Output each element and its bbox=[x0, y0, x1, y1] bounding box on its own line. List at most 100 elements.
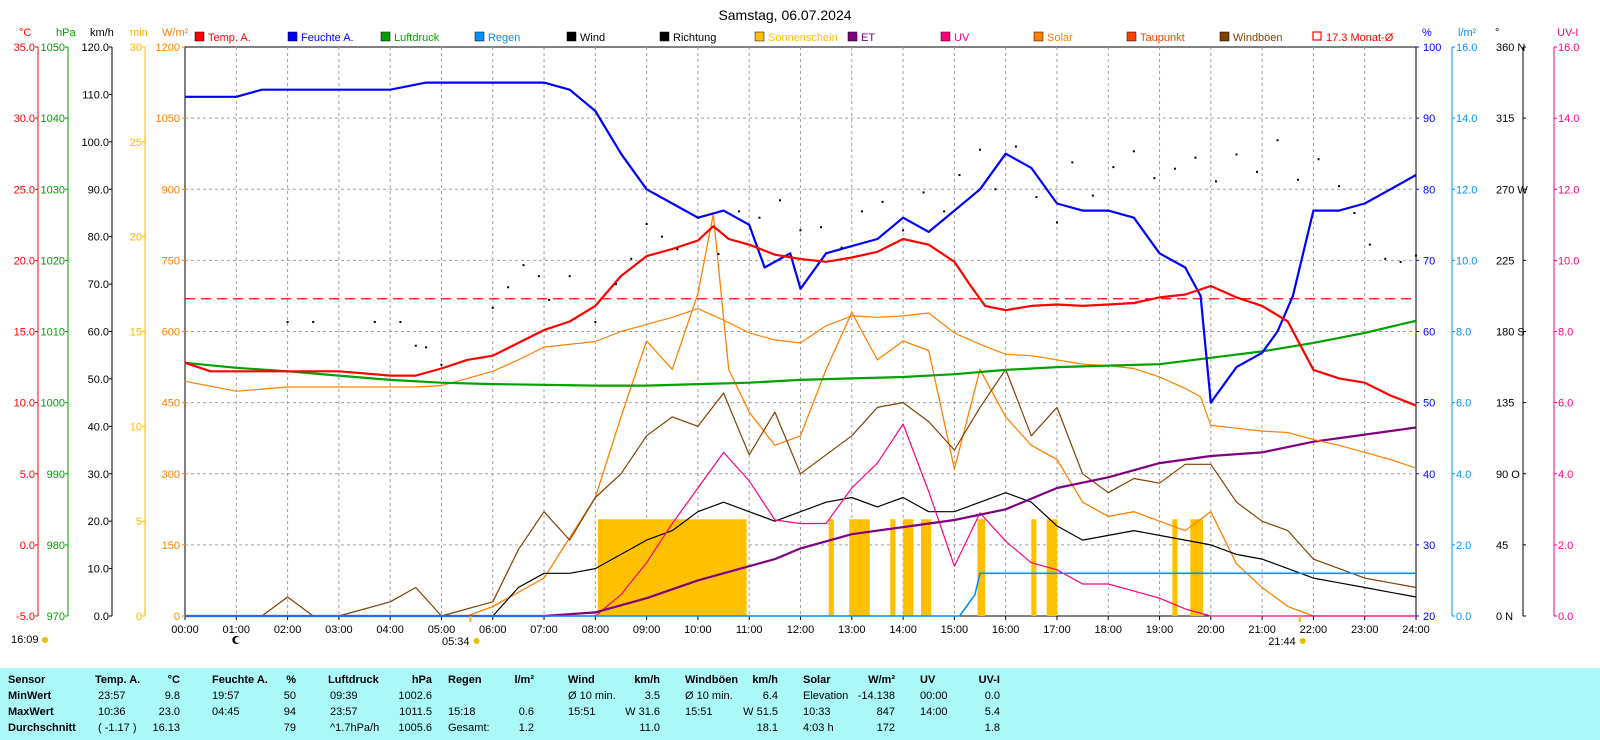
table-cell-value: 9.8 bbox=[164, 690, 180, 702]
axis-tick-label: 45 bbox=[1496, 540, 1508, 552]
table-header-unit: UV-I bbox=[978, 674, 1000, 686]
table-cell-time: Gesamt: bbox=[448, 722, 490, 734]
axis-tick-label: 315 bbox=[1496, 113, 1514, 125]
x-tick-label: 02:00 bbox=[274, 624, 302, 636]
direction-dot bbox=[1173, 167, 1176, 170]
table-cell-time: Ø 10 min. bbox=[568, 690, 616, 702]
sunrise-label: 05:34 bbox=[442, 636, 470, 648]
axis-tick-label: 12.0 bbox=[1558, 184, 1579, 196]
axis-tick-label: 120.0 bbox=[81, 42, 109, 54]
table-header-unit: km/h bbox=[752, 674, 778, 686]
corner-time: 16:09 bbox=[11, 634, 39, 646]
sunshine-bar bbox=[1046, 519, 1057, 616]
axis-tick-label: 5.0 bbox=[20, 469, 35, 481]
legend-swatch bbox=[659, 31, 670, 42]
axis-tick-label: 8.0 bbox=[1558, 327, 1573, 339]
direction-dot bbox=[1153, 177, 1156, 180]
direction-dot bbox=[922, 191, 925, 194]
axis-temp: °C 35.0 30.0 25.0 20.0 15.0 10.0 5.0 0.0 -5.0 bbox=[14, 27, 39, 623]
direction-dot bbox=[1297, 178, 1300, 181]
axis-tick-label: 1200 bbox=[156, 42, 180, 54]
legend-label: Windböen bbox=[1233, 32, 1283, 44]
axis-tick-label: 30.0 bbox=[14, 113, 35, 125]
weather-chart: Samstag, 06.07.2024 Temp. A. Feuchte A. Luf… bbox=[11, 7, 1579, 648]
x-tick-label: 09:00 bbox=[633, 624, 661, 636]
table-cell-time: 09:39 bbox=[330, 690, 358, 702]
legend-item: Sonnenschein bbox=[754, 31, 838, 44]
direction-dot bbox=[1014, 145, 1017, 148]
direction-dot bbox=[661, 235, 664, 238]
table-cell-value: 0.0 bbox=[984, 690, 1000, 702]
direction-dots bbox=[286, 139, 1417, 366]
series-windb-en bbox=[185, 368, 1417, 617]
axis-tick-label: 4.0 bbox=[1456, 469, 1471, 481]
legend-label: 17.3 Monat-Ø bbox=[1326, 32, 1394, 44]
direction-dot bbox=[645, 223, 648, 226]
sunshine-bar bbox=[977, 519, 986, 616]
x-tick-label: 06:00 bbox=[479, 624, 507, 636]
axis-tick-label: 90 bbox=[1423, 113, 1435, 125]
series-feuchte-a- bbox=[185, 81, 1417, 404]
table-cell-time: 14:00 bbox=[920, 706, 948, 718]
axis-tick-label: 150 bbox=[162, 540, 180, 552]
x-tick-label: 10:00 bbox=[684, 624, 712, 636]
legend-swatch bbox=[380, 31, 391, 42]
table-cell-time: 00:00 bbox=[920, 690, 948, 702]
axis-tick-label: 40.0 bbox=[88, 421, 109, 433]
axis-tick-label: 750 bbox=[162, 255, 180, 267]
x-tick-label: 16:00 bbox=[992, 624, 1020, 636]
x-tick-label: 12:00 bbox=[787, 624, 815, 636]
table-cell-value: 94 bbox=[283, 706, 296, 718]
sunshine-bar bbox=[921, 519, 932, 616]
axis-tick-label: 990 bbox=[47, 469, 65, 481]
x-tick-label: 15:00 bbox=[941, 624, 969, 636]
table-cell-value: 50 bbox=[283, 690, 296, 702]
axis-tick-label: 70 bbox=[1423, 255, 1435, 267]
direction-dot bbox=[840, 246, 843, 249]
table-cell-value: W 51.5 bbox=[743, 706, 778, 718]
table-cell-time: 15:18 bbox=[448, 706, 476, 718]
table-cell-time: ^1.7hPa/h bbox=[330, 722, 380, 734]
axis-tick-label: 35.0 bbox=[14, 42, 35, 54]
table-row-label: MinWert bbox=[8, 690, 52, 702]
legend-item: Luftdruck bbox=[380, 31, 440, 44]
table-header-label: Regen bbox=[448, 674, 482, 686]
direction-dot bbox=[1194, 156, 1197, 159]
axis-tick-label: 50.0 bbox=[88, 374, 109, 386]
axis-tick-label: 0.0 bbox=[20, 540, 35, 552]
legend-swatch bbox=[1219, 31, 1230, 42]
axis-rain: l/m² 16.0 14.0 12.0 10.0 8.0 6.0 4.0 2.0 0.0 bbox=[1451, 27, 1477, 623]
axis-tick-label: 10.0 bbox=[1456, 255, 1477, 267]
legend-label: Feuchte A. bbox=[301, 32, 354, 44]
axis-wind: km/h 120.0 110.0 100.0 90.0 80.0 70.0 60.0 50.0 4… bbox=[81, 27, 113, 623]
direction-dot bbox=[1338, 185, 1341, 188]
sun-icon bbox=[1299, 638, 1306, 644]
axis-tick-label: 600 bbox=[162, 327, 180, 339]
axis-tick-label: 100.0 bbox=[81, 137, 109, 149]
x-tick-label: 24:00 bbox=[1402, 624, 1430, 636]
x-tick-label: 01:00 bbox=[223, 624, 251, 636]
direction-dot bbox=[1055, 221, 1058, 224]
axis-tick-label: 14.0 bbox=[1456, 113, 1477, 125]
axis-unit: l/m² bbox=[1458, 27, 1477, 39]
table-header-unit: l/m² bbox=[514, 674, 534, 686]
axis-dir: ° 360 N 315 270 W 225 180 S 135 90 O 45 0 N bbox=[1495, 27, 1528, 623]
table-header-label: Temp. A. bbox=[95, 674, 141, 686]
table-cell-value: 6.4 bbox=[762, 690, 778, 702]
direction-dot bbox=[1317, 158, 1320, 161]
legend-label: UV bbox=[954, 32, 970, 44]
legend-item: Wind bbox=[566, 31, 605, 44]
legend-label: Sonnenschein bbox=[768, 32, 838, 44]
x-tick-label: 23:00 bbox=[1351, 624, 1379, 636]
direction-dot bbox=[630, 257, 633, 260]
table-cell-value: 1.8 bbox=[984, 722, 1000, 734]
axis-unit: hPa bbox=[56, 27, 76, 39]
table-header-label: Windböen bbox=[685, 674, 739, 686]
axis-unit: °C bbox=[19, 27, 31, 39]
direction-dot bbox=[717, 253, 720, 256]
axis-tick-label: 2.0 bbox=[1456, 540, 1471, 552]
direction-dot bbox=[1214, 180, 1217, 183]
table-header-label: UV bbox=[920, 674, 936, 686]
x-tick-label: 11:00 bbox=[736, 624, 763, 636]
legend-item: Regen bbox=[474, 31, 520, 44]
